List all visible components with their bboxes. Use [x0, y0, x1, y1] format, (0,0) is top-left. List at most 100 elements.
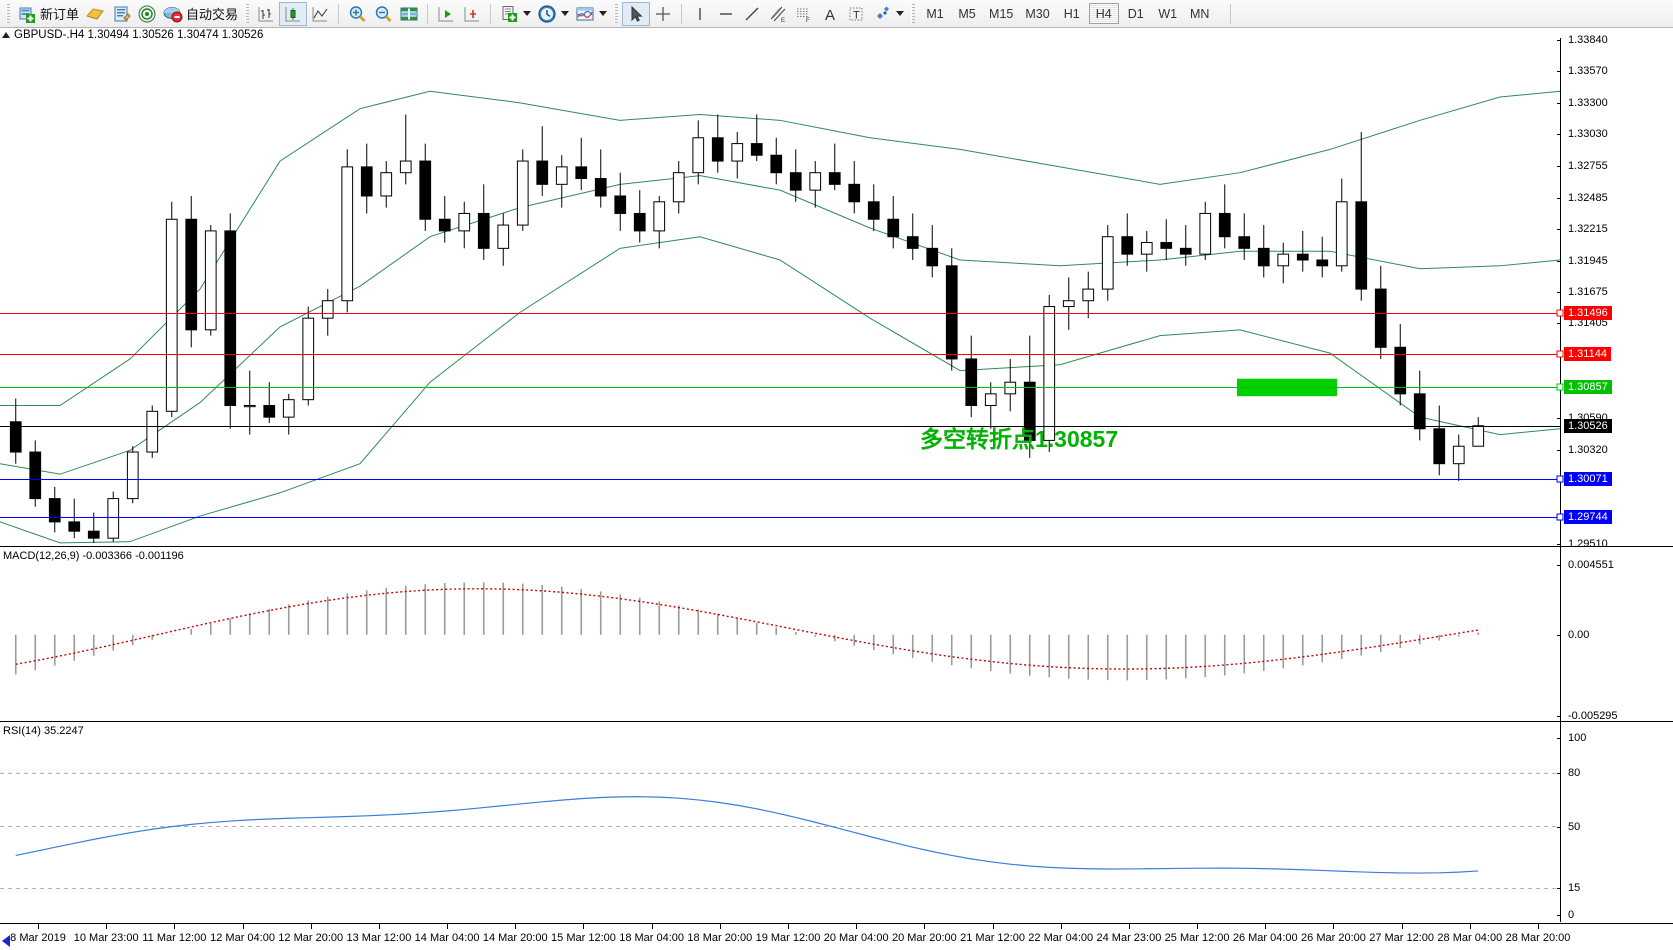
text-button[interactable]: A [817, 2, 843, 26]
level-line-handle[interactable] [1556, 309, 1564, 317]
vertical-line-button[interactable] [687, 2, 713, 26]
templates-chevron-down-icon[interactable] [523, 11, 532, 16]
price-axis-tick [1557, 71, 1561, 73]
data-window-button[interactable] [396, 2, 422, 26]
new-order-label: 新订单 [40, 7, 80, 22]
period-chevron-down-icon[interactable] [561, 11, 570, 16]
horizontal-level-line-1.29744[interactable] [0, 516, 1560, 518]
candle-bearish [263, 404, 276, 418]
horizontal-level-line-1.30857[interactable] [0, 387, 1560, 389]
level-price-tag[interactable]: 1.30857 [1564, 380, 1612, 395]
candle-bullish [516, 160, 529, 226]
scroll-left-icon[interactable] [2, 935, 10, 947]
macd-signal-line [15, 588, 1479, 670]
timeframe-button-d1[interactable]: D1 [1127, 6, 1144, 21]
time-axis-tick-label: 13 Mar 12:00 [346, 932, 412, 944]
horizontal-line-button[interactable] [713, 2, 739, 26]
cursor-button[interactable] [622, 1, 651, 26]
signals-button[interactable] [134, 2, 160, 26]
level-line-handle[interactable] [1556, 350, 1564, 358]
macd-pane[interactable]: MACD(12,26,9) -0.003366 -0.001196 0.0045… [0, 546, 1673, 722]
macd-axis-tick-label: -0.005295 [1568, 710, 1618, 722]
line-chart-button[interactable] [307, 2, 333, 26]
level-price-tag[interactable]: 1.30071 [1564, 471, 1612, 486]
level-price-tag[interactable]: 1.29744 [1564, 509, 1612, 524]
timeframe-button-mn[interactable]: MN [1189, 6, 1210, 21]
toolbar-grip-4[interactable] [911, 3, 916, 24]
rsi-title: RSI(14) 35.2247 [3, 725, 84, 737]
text-label-button[interactable]: T [843, 2, 869, 26]
indicators-button[interactable] [572, 2, 610, 26]
level-line-handle[interactable] [1556, 383, 1564, 391]
bollinger-band-lower [0, 236, 1560, 544]
indicators-chevron-down-icon[interactable] [599, 11, 608, 16]
new-order-button[interactable]: 新订单 [14, 2, 82, 26]
timeframe-button-m30[interactable]: M30 [1025, 6, 1050, 21]
bollinger-band-middle [0, 175, 1560, 475]
templates-button[interactable] [496, 2, 534, 26]
zoom-out-button[interactable] [370, 2, 396, 26]
toolbar-grip-3[interactable] [614, 3, 619, 24]
timeframe-button-h1[interactable]: H1 [1063, 6, 1080, 21]
chart-annotation-label[interactable]: 多空转折点1.30857 [920, 426, 1119, 452]
toolbar-grip[interactable] [6, 3, 10, 24]
chart-expand-triangle-icon[interactable] [2, 32, 10, 38]
horizontal-level-line-1.31496[interactable] [0, 312, 1560, 314]
candle-bullish [107, 498, 120, 539]
rsi-pane[interactable]: RSI(14) 35.2247 100 80 50 15 0 [0, 721, 1673, 922]
autotrade-button[interactable]: 自动交易 [160, 2, 241, 26]
rsi-axis-tick [1557, 773, 1561, 775]
toolbar-grip-2[interactable] [245, 3, 250, 24]
horizontal-level-line-1.30526[interactable] [0, 425, 1560, 427]
horizontal-level-line-1.30071[interactable] [0, 478, 1560, 480]
rsi-axis[interactable]: 100 80 50 15 0 [1557, 722, 1673, 922]
timeframe-button-m15[interactable]: M15 [989, 6, 1014, 21]
autoscroll-button[interactable] [433, 2, 459, 26]
candle-bullish [731, 143, 744, 162]
price-axis-tick [1557, 449, 1561, 451]
vline-icon [690, 4, 710, 24]
macd-canvas[interactable] [0, 547, 1560, 722]
candle-bearish [848, 183, 861, 203]
crosshair-button[interactable] [650, 2, 676, 26]
timeframe-button-w1[interactable]: W1 [1158, 6, 1178, 21]
timeframe-button-h4[interactable]: H4 [1088, 3, 1119, 24]
level-line-handle[interactable] [1556, 475, 1564, 483]
chart-shift-button[interactable] [459, 2, 485, 26]
rsi-canvas[interactable] [0, 722, 1560, 923]
macd-axis[interactable]: 0.004551 0.00 -0.005295 [1557, 547, 1673, 722]
fibonacci-button[interactable]: F [791, 2, 817, 26]
templates-icon [499, 4, 519, 24]
svg-text:F: F [806, 18, 810, 24]
time-axis[interactable]: 8 Mar 2019 10 Mar 23:00 11 Mar 12:00 12 Mar… [0, 923, 1673, 950]
price-axis-tick-label: 1.30320 [1568, 443, 1608, 456]
trendline-button[interactable] [739, 2, 765, 26]
bar-chart-button[interactable] [253, 2, 279, 26]
candlestick-chart-button[interactable] [279, 1, 308, 26]
price-chart-pane[interactable]: 1.33840 1.33570 1.33300 1.33030 1.32755 1.324… [0, 34, 1673, 550]
metaeditor-button[interactable] [108, 2, 134, 26]
price-axis[interactable]: 1.33840 1.33570 1.33300 1.33030 1.32755 1.324… [1557, 34, 1673, 550]
level-price-tag[interactable]: 1.31144 [1564, 346, 1611, 361]
time-axis-tick [174, 924, 176, 929]
candle-bearish [614, 195, 627, 214]
zoom-in-button[interactable] [344, 2, 370, 26]
price-chart-canvas[interactable] [0, 38, 1560, 546]
candle-bearish [711, 137, 724, 162]
candle-bearish [926, 247, 939, 267]
time-axis-tick-label: 26 Mar 20:00 [1301, 932, 1366, 944]
horizontal-level-line-1.31144[interactable] [0, 353, 1560, 355]
terminal-button[interactable] [82, 2, 108, 26]
level-line-handle[interactable] [1556, 513, 1564, 521]
time-axis-tick [1469, 924, 1471, 929]
objects-button[interactable] [869, 2, 907, 26]
period-button[interactable] [534, 2, 572, 26]
timeframe-button-m1[interactable]: M1 [926, 6, 944, 21]
time-axis-tick-label: 20 Mar 04:00 [823, 932, 889, 944]
autoscroll-icon [436, 4, 456, 24]
objects-chevron-down-icon[interactable] [896, 11, 905, 16]
timeframe-button-m5[interactable]: M5 [958, 6, 976, 21]
equidistant-channel-button[interactable]: E [765, 2, 791, 26]
current-price-tag[interactable]: 1.30526 [1564, 418, 1612, 433]
level-price-tag[interactable]: 1.31496 [1564, 305, 1612, 320]
